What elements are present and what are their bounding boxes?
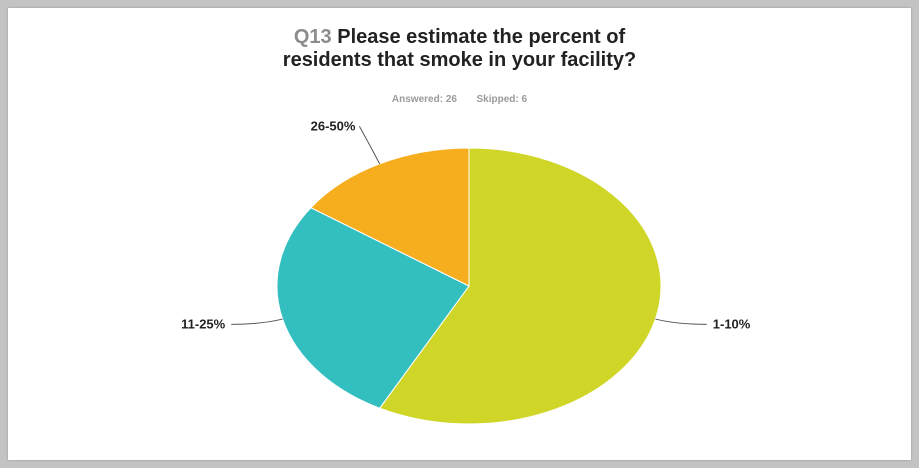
slice-label-1-10%: 1-10%	[713, 316, 751, 331]
skipped-label: Skipped:	[476, 94, 519, 105]
response-stats: Answered: 26 Skipped: 6	[0, 94, 919, 105]
callout-line-1-10%	[655, 318, 707, 325]
callout-line-26-50%	[359, 126, 381, 165]
question-text-line-2: residents that smoke in your facility?	[282, 49, 637, 71]
pie-slice-11-25%	[276, 207, 470, 409]
skipped-count: 6	[521, 94, 528, 105]
slice-label-11-25%: 11-25%	[181, 316, 226, 331]
question-number: Q13	[293, 26, 332, 48]
answered-count: 26	[445, 94, 457, 105]
slice-label-26-50%: 26-50%	[311, 118, 356, 133]
pie-slice-26-50%	[310, 147, 470, 287]
callout-line-11-25%	[231, 318, 283, 325]
answered-label: Answered:	[391, 94, 444, 105]
question-text-line-1: Please estimate the percent of	[337, 26, 626, 48]
pie-slice-1-10%	[378, 147, 662, 425]
chart-title: Q13 Please estimate the percent of resid…	[0, 26, 919, 72]
